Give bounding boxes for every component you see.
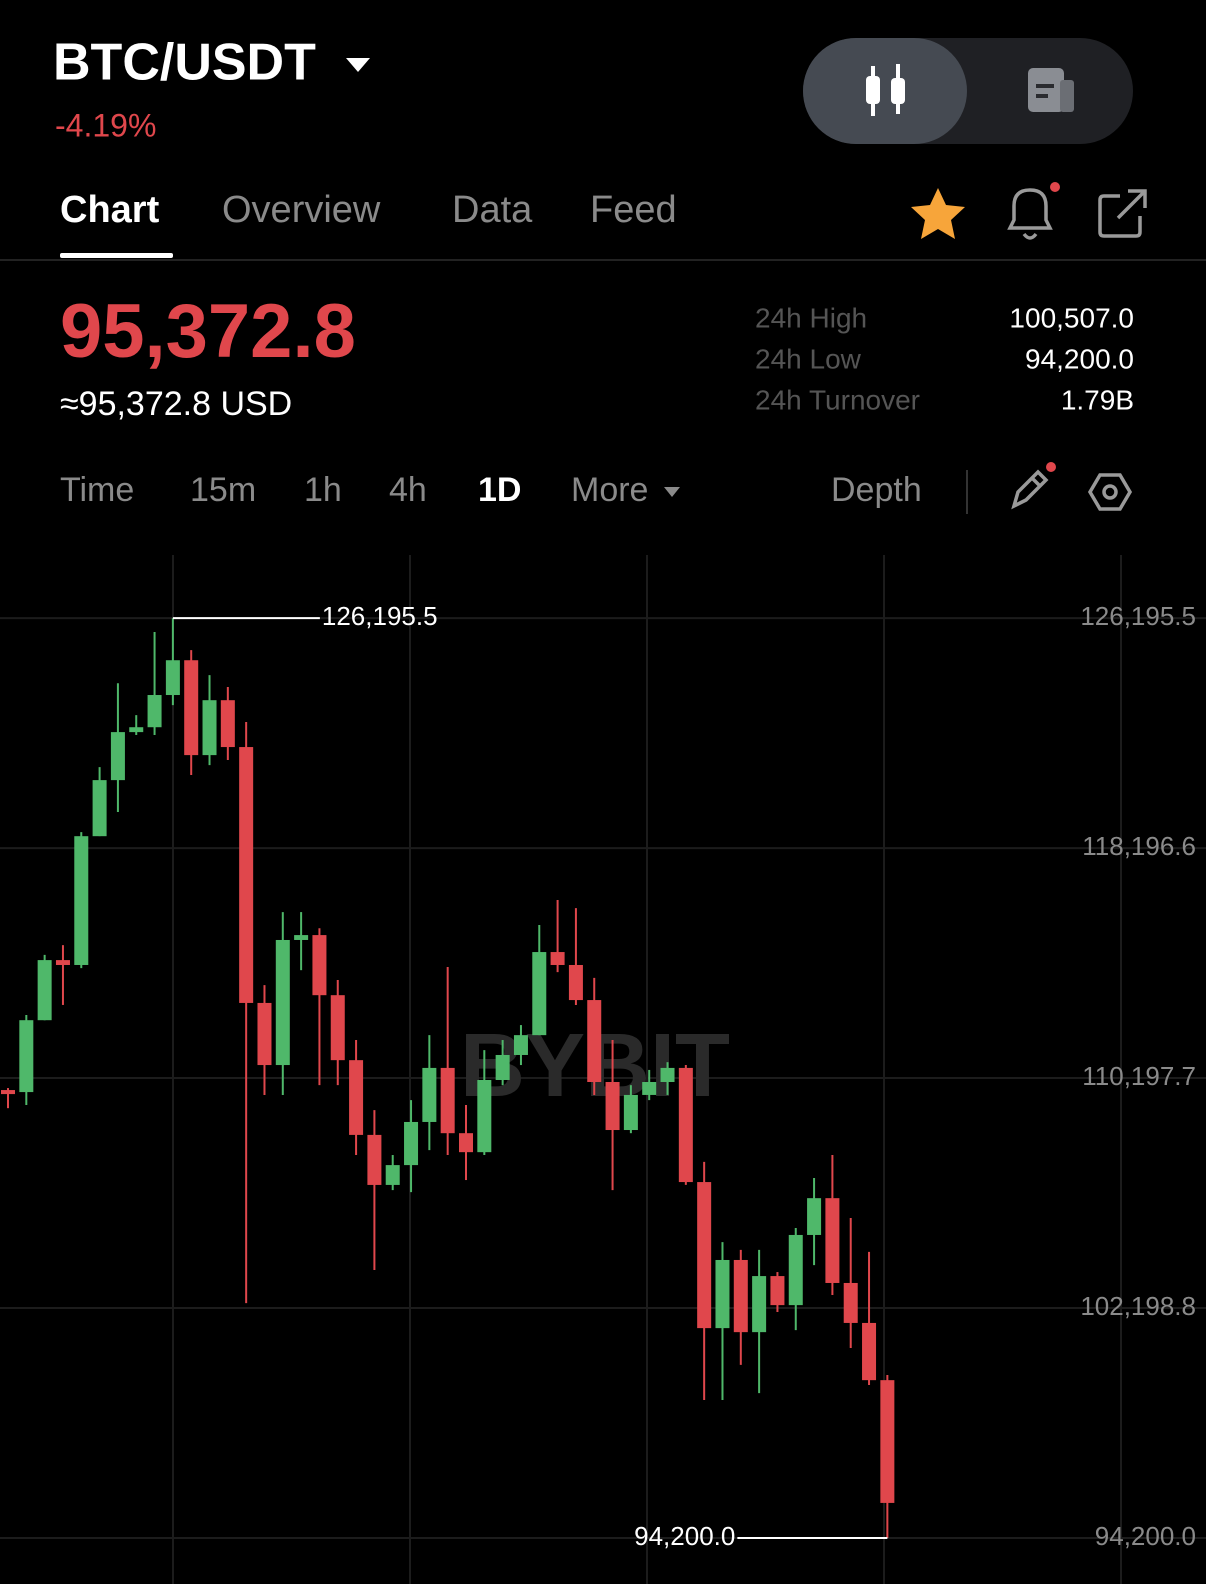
more-dropdown[interactable]: [664, 487, 680, 497]
y-tick-label: 118,196.6: [1082, 831, 1196, 861]
candle-body: [843, 1282, 858, 1323]
tab[interactable]: Data: [452, 189, 533, 231]
candle-body: [312, 935, 327, 996]
candle-body: [623, 1094, 638, 1131]
candle-body: [165, 660, 180, 696]
candle-body: [55, 960, 70, 965]
candle-body: [92, 780, 107, 837]
candle-icon: [866, 64, 905, 116]
doc-icon: [1028, 68, 1074, 112]
candle-body: [19, 1020, 34, 1093]
candle-body: [37, 960, 52, 1021]
depth-button[interactable]: Depth: [831, 471, 922, 509]
candle-body: [587, 1000, 602, 1083]
candle-body: [568, 964, 583, 1001]
candle-body: [220, 700, 235, 748]
candle-body: [404, 1121, 419, 1166]
candle-body: [257, 1002, 272, 1066]
candle-body: [513, 1035, 528, 1055]
y-tick-label: 102,198.8: [1080, 1291, 1196, 1321]
candle-body: [184, 660, 199, 756]
candle-body: [660, 1067, 675, 1083]
candle-body: [678, 1067, 693, 1183]
interval[interactable]: 15m: [190, 471, 256, 509]
y-tick-label: 94,200.0: [1095, 1521, 1196, 1551]
draw-dot: [1046, 462, 1056, 472]
pair-dropdown[interactable]: [346, 58, 370, 72]
candle-body: [788, 1234, 803, 1306]
interval[interactable]: More: [571, 471, 648, 509]
tab-underline: [60, 253, 173, 258]
interval[interactable]: Time: [60, 471, 134, 509]
y-tick-label: 110,197.7: [1082, 1061, 1196, 1091]
tab[interactable]: Chart: [60, 189, 160, 231]
candle-body: [459, 1133, 473, 1153]
candle-body: [275, 939, 290, 1066]
candle-body: [550, 952, 565, 965]
candle-body: [330, 995, 345, 1061]
candle-body: [349, 1060, 364, 1135]
candle-body: [129, 727, 144, 733]
change: -4.19%: [55, 107, 156, 143]
candle-body: [385, 1165, 400, 1185]
candle-body: [202, 700, 217, 756]
last-price: 95,372.8: [60, 289, 356, 374]
favorite-icon[interactable]: [911, 188, 965, 239]
candle-body: [880, 1380, 895, 1503]
candle-body: [110, 732, 125, 781]
tab[interactable]: Feed: [590, 189, 677, 231]
candle-body: [147, 695, 162, 728]
candle-body: [733, 1259, 748, 1333]
usd-price: ≈95,372.8 USD: [60, 385, 292, 423]
candle-body: [294, 935, 309, 940]
candle-body: [495, 1054, 510, 1080]
candle-body: [752, 1276, 767, 1333]
pair-title[interactable]: BTC/USDT: [53, 34, 316, 92]
candle-body: [642, 1082, 657, 1095]
draw-icon[interactable]: [1011, 469, 1049, 510]
alert-dot: [1050, 182, 1060, 192]
y-tick-label: 126,195.5: [1080, 601, 1196, 631]
alert-icon[interactable]: [1007, 188, 1053, 240]
candle-body: [770, 1276, 785, 1306]
interval[interactable]: 1h: [304, 471, 342, 509]
candle-body: [825, 1198, 840, 1283]
candle-body: [477, 1079, 492, 1153]
stat-label: 24h High: [755, 302, 867, 333]
candle-body: [74, 836, 89, 965]
candle-body: [862, 1322, 877, 1381]
stat-label: 24h Turnover: [755, 384, 920, 415]
interval[interactable]: 1D: [478, 471, 521, 509]
extreme-label: 126,195.5: [322, 601, 438, 631]
share-icon[interactable]: [1098, 189, 1147, 238]
interval[interactable]: 4h: [389, 471, 427, 509]
candle-body: [532, 952, 547, 1036]
candle-body: [367, 1134, 382, 1185]
candle-body: [605, 1082, 620, 1131]
toggle-active[interactable]: [803, 38, 967, 144]
candle-body: [422, 1067, 437, 1122]
stat-label: 24h Low: [755, 343, 862, 374]
extreme-label: 94,200.0: [634, 1521, 735, 1551]
candle-body: [715, 1259, 730, 1329]
candle-body: [807, 1198, 822, 1235]
candle-body: [697, 1182, 712, 1329]
stat-value: 1.79B: [1061, 384, 1134, 415]
candle-body: [440, 1067, 455, 1134]
candle-body: [1, 1090, 15, 1095]
candle-body: [239, 747, 254, 1003]
stat-value: 94,200.0: [1025, 343, 1134, 374]
settings-icon[interactable]: [1087, 473, 1133, 511]
tab[interactable]: Overview: [222, 189, 381, 231]
stat-value: 100,507.0: [1009, 302, 1134, 333]
